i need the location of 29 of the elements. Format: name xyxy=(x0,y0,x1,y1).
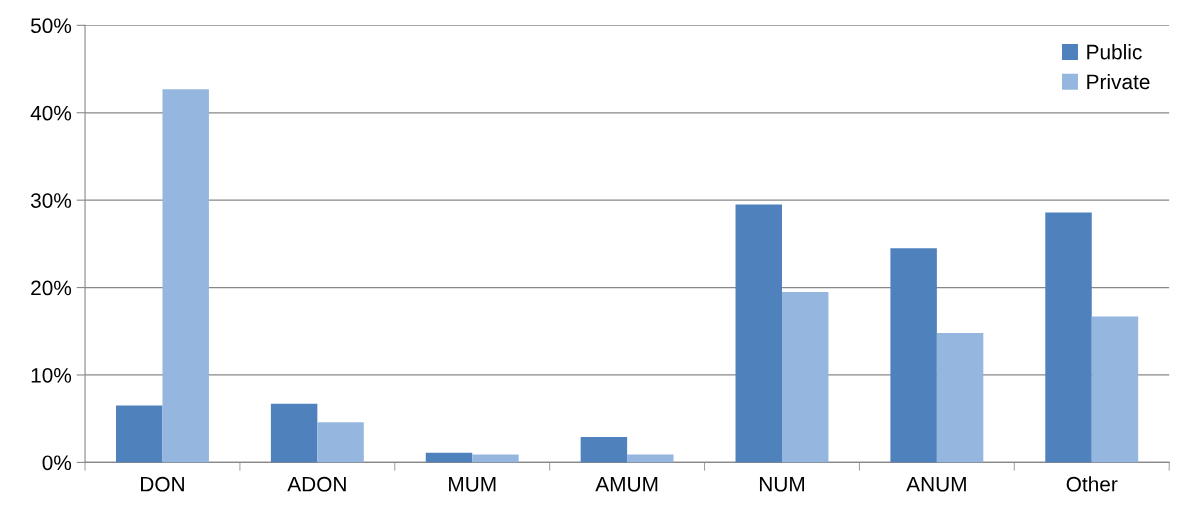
x-tick-label: MUM xyxy=(449,477,496,492)
legend-label: Public xyxy=(1087,44,1142,60)
bar xyxy=(580,437,628,463)
legend-label: Private xyxy=(1087,73,1150,90)
y-tick-label: 0% xyxy=(42,455,72,471)
y-tick-label: 40% xyxy=(30,105,72,121)
bar xyxy=(781,291,829,463)
bar xyxy=(735,204,782,463)
x-tick-label: Other xyxy=(1066,476,1118,492)
y-tick-label: 10% xyxy=(31,367,72,383)
x-tick-label: DON xyxy=(141,476,184,492)
bar xyxy=(317,422,364,463)
bar xyxy=(270,403,318,463)
bar xyxy=(1045,212,1092,463)
x-tick-label: AMUM xyxy=(595,477,658,492)
x-tick-label: NUM xyxy=(759,477,804,492)
bar xyxy=(627,454,674,463)
y-tick-label: 50% xyxy=(30,18,72,34)
x-tick-label: ADON xyxy=(287,476,346,492)
y-tick-label: 30% xyxy=(30,193,72,208)
bar xyxy=(425,452,473,463)
x-tick-label: ANUM xyxy=(906,477,966,492)
bar xyxy=(162,89,209,463)
bar xyxy=(936,333,984,463)
bar xyxy=(116,405,163,463)
bar xyxy=(1091,316,1139,463)
y-tick-label: 20% xyxy=(31,280,72,296)
bar xyxy=(890,248,937,463)
bar xyxy=(472,454,519,463)
